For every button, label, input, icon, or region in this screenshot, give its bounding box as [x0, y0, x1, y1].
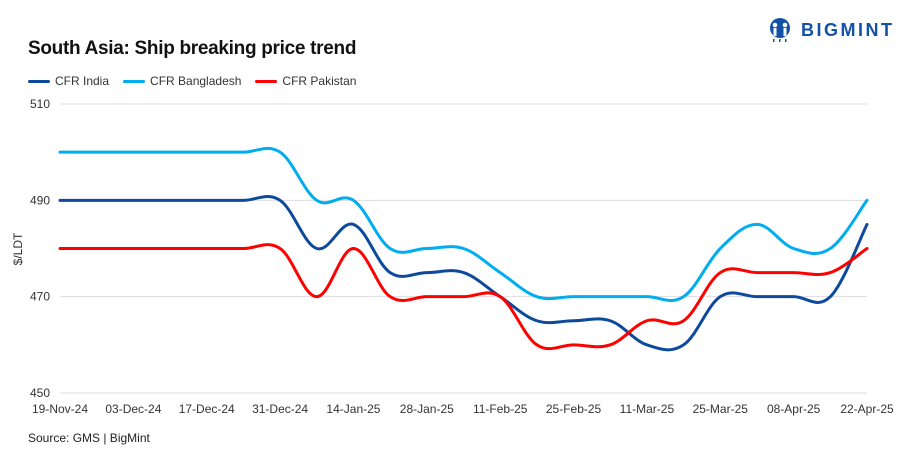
bigmint-logo-icon — [770, 18, 790, 42]
legend-item-bangladesh: CFR Bangladesh — [123, 74, 241, 88]
legend-swatch — [123, 79, 146, 83]
x-tick-label: 08-Apr-25 — [767, 402, 821, 416]
y-tick-label: 470 — [30, 290, 50, 304]
logo-text: BIGMINT — [801, 19, 895, 40]
legend-item-india: CFR India — [28, 74, 109, 88]
x-tick-label: 31-Dec-24 — [252, 402, 308, 416]
legend-swatch — [28, 79, 50, 83]
x-tick-label: 19-Nov-24 — [32, 402, 88, 416]
legend: CFR India CFR Bangladesh CFR Pakistan — [28, 74, 356, 88]
x-tick-label: 03-Dec-24 — [105, 402, 161, 416]
x-tick-label: 25-Feb-25 — [546, 402, 602, 416]
x-tick-label: 28-Jan-25 — [400, 402, 454, 416]
series-line-cfr-bangladesh — [58, 146, 869, 302]
bigmint-logo: BIGMINT — [765, 17, 895, 43]
series-line-cfr-india — [58, 195, 869, 352]
x-tick-label: 14-Jan-25 — [326, 402, 380, 416]
x-tick-label: 17-Dec-24 — [179, 402, 235, 416]
chart-title: South Asia: Ship breaking price trend — [28, 38, 357, 59]
legend-label: CFR India — [55, 74, 110, 88]
x-tick-label: 11-Feb-25 — [473, 402, 528, 416]
y-tick-label: 450 — [30, 386, 50, 400]
x-tick-label: 11-Mar-25 — [620, 402, 675, 416]
source-note: Source: GMS | BigMint — [28, 431, 150, 445]
legend-label: CFR Bangladesh — [150, 74, 242, 88]
y-axis-label: $/LDT — [11, 232, 25, 265]
y-tick-label: 510 — [30, 97, 50, 111]
legend-item-pakistan: CFR Pakistan — [255, 74, 356, 88]
legend-label: CFR Pakistan — [282, 74, 357, 88]
x-tick-label: 22-Apr-25 — [840, 402, 894, 416]
legend-swatch — [255, 79, 278, 83]
y-tick-label: 490 — [30, 193, 50, 207]
x-tick-label: 25-Mar-25 — [693, 402, 749, 416]
